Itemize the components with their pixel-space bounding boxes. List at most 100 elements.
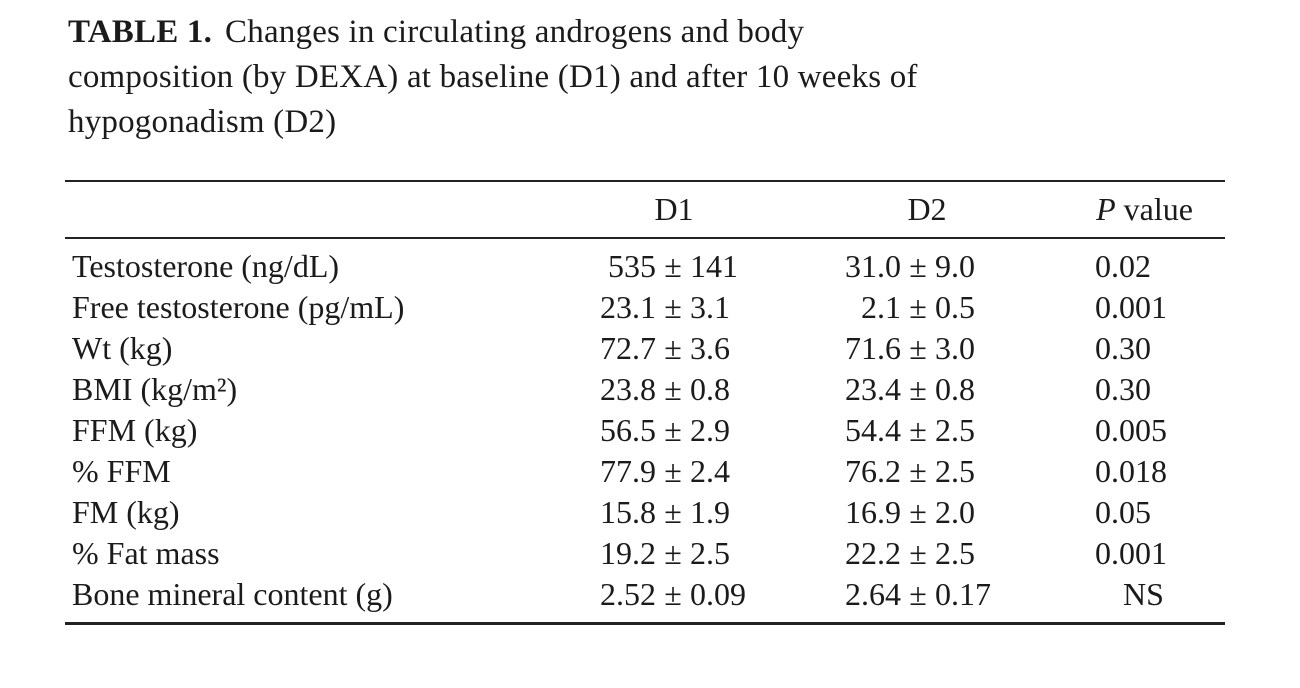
d2-sd: 2.0: [935, 494, 975, 530]
d1-mean: 72.7: [600, 330, 656, 366]
d1-mean: 77.9: [600, 453, 656, 489]
p-value: 0.02: [1095, 248, 1151, 284]
data-table: D1 D2 P value Testosterone (ng/dL) 535 ±1…: [65, 180, 1225, 625]
table-row: Free testosterone (pg/mL) 23.1 ±3.1 2.1 ±0…: [65, 287, 1225, 328]
d1-value: 15.8 ±1.9: [520, 492, 770, 533]
row-label: FM (kg): [72, 494, 180, 530]
table-caption: TABLE 1. Changes in circulating androgens…: [68, 10, 918, 145]
table-row: Bone mineral content (g) 2.52 ±0.09 2.64 ±…: [65, 574, 1225, 615]
d2-value: 54.4 ±2.5: [770, 410, 1020, 451]
d1-value: 19.2 ±2.5: [520, 533, 770, 574]
plus-minus-sign: ±: [664, 330, 682, 366]
d2-mean: 23.4: [845, 371, 901, 407]
d1-sd: 2.5: [690, 535, 730, 571]
row-label: Testosterone (ng/dL): [72, 248, 340, 284]
d1-sd: 3.1: [690, 289, 730, 325]
p-value: 0.30: [1095, 330, 1151, 366]
caption-text-line-1: Changes in circulating androgens and bod…: [225, 14, 805, 50]
d2-sd: 3.0: [935, 330, 975, 366]
d2-mean: 2.1: [861, 289, 901, 325]
row-label: BMI (kg/m²): [72, 371, 238, 407]
d2-sd: 2.5: [935, 412, 975, 448]
plus-minus-sign: ±: [664, 494, 682, 530]
d1-mean: 19.2: [600, 535, 656, 571]
row-label: Wt (kg): [72, 330, 173, 366]
table-row: Wt (kg) 72.7 ±3.6 71.6 ±3.0 0.30: [65, 328, 1225, 369]
pvalue-header-word: value: [1123, 191, 1193, 227]
d1-value: 23.1 ±3.1: [520, 287, 770, 328]
d2-mean: 2.64: [845, 576, 901, 612]
plus-minus-sign: ±: [909, 289, 927, 325]
d2-value: 23.4 ±0.8: [770, 369, 1020, 410]
table-number: TABLE 1.: [68, 14, 213, 50]
d2-value: 2.64 ±0.17: [770, 574, 1020, 615]
table-row: FFM (kg) 56.5 ±2.9 54.4 ±2.5 0.005: [65, 410, 1225, 451]
d2-sd: 9.0: [935, 248, 975, 284]
d2-mean: 76.2: [845, 453, 901, 489]
row-label: FFM (kg): [72, 412, 198, 448]
p-value: 0.001: [1095, 535, 1167, 571]
plus-minus-sign: ±: [909, 535, 927, 571]
d1-sd: 2.4: [690, 453, 730, 489]
plus-minus-sign: ±: [664, 371, 682, 407]
d1-value: 535 ±141: [520, 246, 770, 287]
row-label: % FFM: [72, 453, 171, 489]
table-row: % FFM 77.9 ±2.4 76.2 ±2.5 0.018: [65, 451, 1225, 492]
caption-line-3: hypogonadism (D2): [68, 104, 337, 140]
plus-minus-sign: ±: [909, 412, 927, 448]
row-label: Bone mineral content (g): [72, 576, 393, 612]
d1-mean: 56.5: [600, 412, 656, 448]
d1-mean: 15.8: [600, 494, 656, 530]
plus-minus-sign: ±: [909, 371, 927, 407]
plus-minus-sign: ±: [909, 248, 927, 284]
d2-value: 2.1 ±0.5: [770, 287, 1020, 328]
pvalue-header-symbol: P: [1096, 191, 1116, 227]
plus-minus-sign: ±: [664, 412, 682, 448]
d1-sd: 0.8: [690, 371, 730, 407]
table-header-row: D1 D2 P value: [65, 182, 1225, 239]
table-row: % Fat mass 19.2 ±2.5 22.2 ±2.5 0.001: [65, 533, 1225, 574]
d2-value: 22.2 ±2.5: [770, 533, 1020, 574]
d1-mean: 2.52: [600, 576, 656, 612]
d1-mean: 23.8: [600, 371, 656, 407]
d2-mean: 54.4: [845, 412, 901, 448]
table-row: Testosterone (ng/dL) 535 ±141 31.0 ±9.0 0.…: [65, 246, 1225, 287]
d1-sd: 1.9: [690, 494, 730, 530]
d1-sd: 2.9: [690, 412, 730, 448]
d1-value: 77.9 ±2.4: [520, 451, 770, 492]
d1-sd: 0.09: [690, 576, 746, 612]
d2-mean: 22.2: [845, 535, 901, 571]
d2-value: 71.6 ±3.0: [770, 328, 1020, 369]
p-value: 0.018: [1095, 453, 1167, 489]
caption-line-1: TABLE 1. Changes in circulating androgens…: [68, 10, 918, 55]
p-value: 0.005: [1095, 412, 1167, 448]
table-row: FM (kg) 15.8 ±1.9 16.9 ±2.0 0.05: [65, 492, 1225, 533]
plus-minus-sign: ±: [664, 453, 682, 489]
d1-mean: 535: [608, 248, 656, 284]
p-value: 0.001: [1095, 289, 1167, 325]
d1-value: 72.7 ±3.6: [520, 328, 770, 369]
d2-mean: 71.6: [845, 330, 901, 366]
d1-value: 56.5 ±2.9: [520, 410, 770, 451]
plus-minus-sign: ±: [664, 576, 682, 612]
table-body: Testosterone (ng/dL) 535 ±141 31.0 ±9.0 0.…: [65, 239, 1225, 622]
p-value: NS: [1123, 576, 1164, 612]
caption-line-2: composition (by DEXA) at baseline (D1) a…: [68, 59, 918, 95]
plus-minus-sign: ±: [909, 576, 927, 612]
p-value: 0.05: [1095, 494, 1151, 530]
column-header-empty: [65, 182, 520, 237]
row-label: Free testosterone (pg/mL): [72, 289, 405, 325]
d1-sd: 141: [690, 248, 738, 284]
row-label: % Fat mass: [72, 535, 220, 571]
plus-minus-sign: ±: [664, 535, 682, 571]
column-header-pvalue: P value: [1042, 182, 1247, 237]
plus-minus-sign: ±: [909, 453, 927, 489]
d2-value: 16.9 ±2.0: [770, 492, 1020, 533]
plus-minus-sign: ±: [664, 289, 682, 325]
column-header-d1: D1: [654, 191, 694, 227]
plus-minus-sign: ±: [909, 330, 927, 366]
d2-value: 76.2 ±2.5: [770, 451, 1020, 492]
d2-mean: 16.9: [845, 494, 901, 530]
plus-minus-sign: ±: [909, 494, 927, 530]
